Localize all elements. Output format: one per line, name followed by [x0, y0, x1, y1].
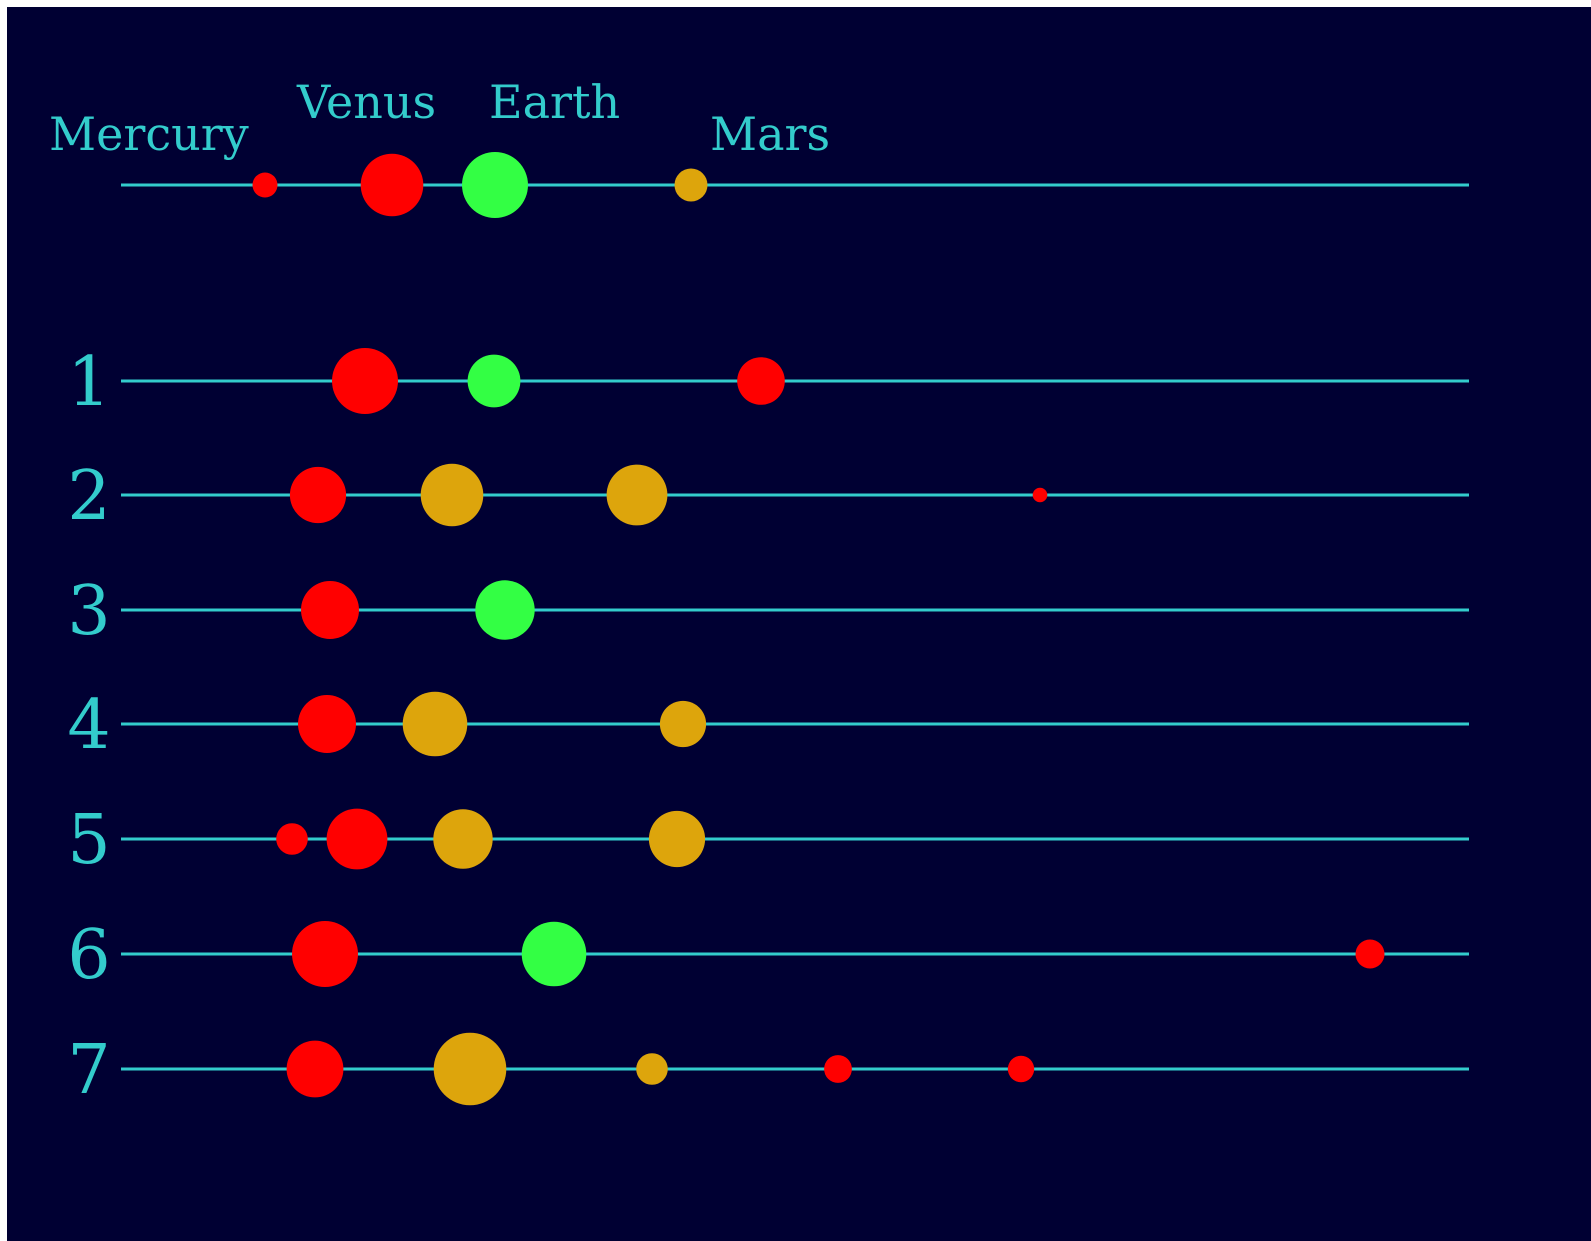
- system-row-6: 6: [67, 916, 1469, 995]
- planet-dot: [301, 581, 359, 639]
- system-number-label: 7: [67, 1031, 110, 1110]
- background: [7, 7, 1591, 1241]
- system-row-7: 7: [67, 1031, 1469, 1110]
- reference-planets: [252, 152, 708, 218]
- system-row-2: 2: [67, 457, 1469, 536]
- planet-dot: [648, 810, 706, 868]
- system-row-5: 5: [67, 801, 1469, 880]
- label-venus: Venus: [296, 75, 436, 129]
- planet-dot: [467, 354, 521, 408]
- system-number-label: 2: [67, 457, 110, 536]
- label-mercury: Mercury: [49, 107, 249, 161]
- planet-dot: [332, 348, 398, 414]
- planet-dot: [420, 463, 484, 527]
- planet-dot: [276, 823, 308, 855]
- reference-planet-earth: [462, 152, 528, 218]
- reference-planet-mercury: [252, 172, 278, 198]
- system-row-3: 3: [67, 572, 1469, 651]
- planet-dot: [521, 921, 587, 987]
- planetary-systems-diagram: Mercury Venus Earth Mars 1 2 3 4 5 6 7: [7, 7, 1591, 1241]
- planet-dot: [606, 464, 668, 526]
- system-number-label: 3: [67, 572, 110, 651]
- label-earth: Earth: [489, 75, 620, 129]
- reference-planet-venus: [360, 153, 424, 217]
- planet-dot: [475, 580, 535, 640]
- planet-dot: [737, 357, 785, 405]
- planet-dot: [1007, 1055, 1035, 1083]
- planet-dot: [289, 466, 347, 524]
- reference-planet-mars: [674, 168, 708, 202]
- planet-dot: [326, 808, 388, 870]
- planet-dot: [1355, 939, 1385, 969]
- system-rows: 1 2 3 4 5 6 7: [67, 343, 1469, 1110]
- planet-dot: [402, 691, 468, 757]
- planet-dot: [1032, 487, 1048, 503]
- reference-row: Mercury Venus Earth Mars: [49, 75, 1469, 218]
- system-number-label: 5: [67, 801, 110, 880]
- system-number-label: 6: [67, 916, 110, 995]
- system-row-4: 4: [67, 686, 1469, 765]
- system-row-1: 1: [67, 343, 1469, 422]
- planet-dot: [286, 1040, 344, 1098]
- planet-dot: [636, 1053, 668, 1085]
- planet-dot: [298, 695, 356, 753]
- system-number-label: 1: [67, 343, 110, 422]
- label-mars: Mars: [710, 107, 830, 161]
- system-number-label: 4: [67, 686, 110, 765]
- planet-dot: [824, 1055, 852, 1083]
- diagram-stage: Mercury Venus Earth Mars 1 2 3 4 5 6 7: [7, 7, 1591, 1241]
- planet-dot: [659, 700, 707, 748]
- planet-dot: [433, 1032, 507, 1106]
- planet-dot: [433, 809, 493, 869]
- planet-dot: [292, 921, 358, 987]
